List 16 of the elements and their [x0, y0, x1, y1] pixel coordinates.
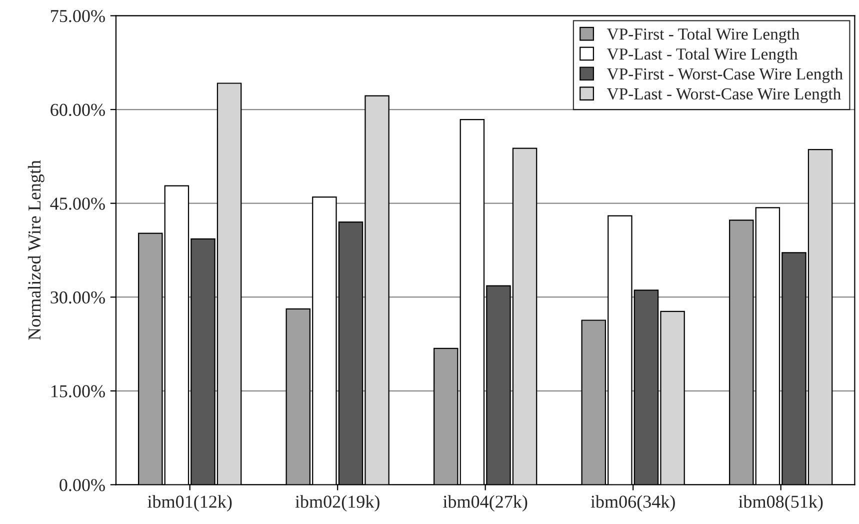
y-tick-label: 75.00%	[51, 10, 105, 22]
legend-label: VP-Last - Worst-Case Wire Length	[606, 88, 841, 103]
y-tick-label: 0.00%	[60, 478, 105, 492]
legend-label: VP-First - Worst-Case Wire Length	[606, 68, 843, 84]
x-tick-label: ibm08(51k)	[738, 495, 823, 512]
legend-label: VP-First - Total Wire Length	[606, 28, 800, 44]
legend-label: VP-Last - Total Wire Length	[606, 48, 798, 64]
y-tick-label: 60.00%	[50, 104, 105, 116]
y-tick-label: 30.00%	[50, 291, 105, 304]
y-tick-label: 15.00%	[51, 385, 105, 398]
x-tick-label: ibm04(27k)	[443, 495, 528, 512]
x-tick-label: ibm01(12k)	[148, 495, 232, 512]
x-tick-label: ibm06(34k)	[590, 495, 675, 512]
y-axis-title: Normalized Wire Length	[28, 160, 44, 340]
y-tick-label: 45.00%	[50, 198, 105, 210]
x-tick-label: ibm02(19k)	[295, 495, 380, 512]
